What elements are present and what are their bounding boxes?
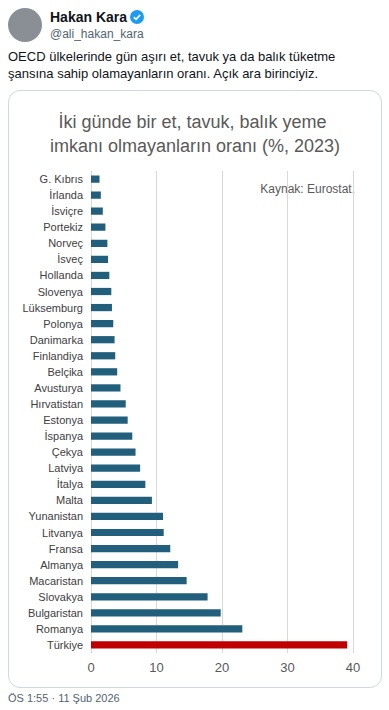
html-text:Hakan Kara: Hakan Kara [50,9,127,25]
svg-text:Kaynak: Eurostat.: Kaynak: Eurostat. [260,182,355,196]
html-text:@ali_hakan_kara: @ali_hakan_kara [50,27,144,41]
svg-text:Malta: Malta [56,494,84,506]
svg-text:Lüksemburg: Lüksemburg [22,302,83,314]
svg-text:Macaristan: Macaristan [29,575,83,587]
svg-text:Latviya: Latviya [48,462,84,474]
svg-text:İsviçre: İsviçre [51,205,83,217]
svg-text:20: 20 [215,660,229,675]
svg-text:10: 10 [149,660,163,675]
svg-text:Slovenya: Slovenya [38,286,84,298]
svg-text:İsveç: İsveç [57,253,83,265]
svg-text:Norveç: Norveç [48,237,83,249]
svg-text:Belçika: Belçika [48,366,84,378]
svg-text:Portekiz: Portekiz [43,221,83,233]
svg-text:Çekya: Çekya [52,446,84,458]
svg-text:Romanya: Romanya [36,623,84,635]
svg-text:İspanya: İspanya [44,430,83,442]
svg-text:Finlandiya: Finlandiya [33,350,84,362]
svg-text:Fransa: Fransa [49,543,84,555]
svg-text:Polonya: Polonya [43,318,84,330]
svg-text:Litvanya: Litvanya [42,527,84,539]
svg-text:İtalya: İtalya [57,478,84,490]
svg-text:İki günde bir et, tavuk, balık: İki günde bir et, tavuk, balık yeme [58,112,331,132]
svg-text:G. Kıbrıs: G. Kıbrıs [40,173,84,185]
svg-text:30: 30 [280,660,294,675]
html-text:ÖS 1:55 · 11 Şub 2026: ÖS 1:55 · 11 Şub 2026 [8,692,120,704]
svg-text:Türkiye: Türkiye [47,639,83,651]
svg-text:Bulgaristan: Bulgaristan [28,607,83,619]
svg-text:Avusturya: Avusturya [34,382,84,394]
svg-text:Danimarka: Danimarka [30,334,84,346]
svg-text:Slovakya: Slovakya [38,591,84,603]
svg-text:Hırvatistan: Hırvatistan [30,398,83,410]
svg-text:imkanı olmayanların oranı (%,: imkanı olmayanların oranı (%, 2023) [50,136,340,156]
svg-text:İrlanda: İrlanda [49,189,84,201]
svg-text:Estonya: Estonya [43,414,84,426]
svg-text:Yunanistan: Yunanistan [29,510,83,522]
html-text:OECD ülkelerinde gün aşırı et,: OECD ülkelerinde gün aşırı et, tavuk ya … [8,49,336,81]
svg-text:Almanya: Almanya [40,559,84,571]
svg-text:40: 40 [346,660,360,675]
svg-text:Hollanda: Hollanda [40,269,84,281]
svg-text:0: 0 [87,660,94,675]
